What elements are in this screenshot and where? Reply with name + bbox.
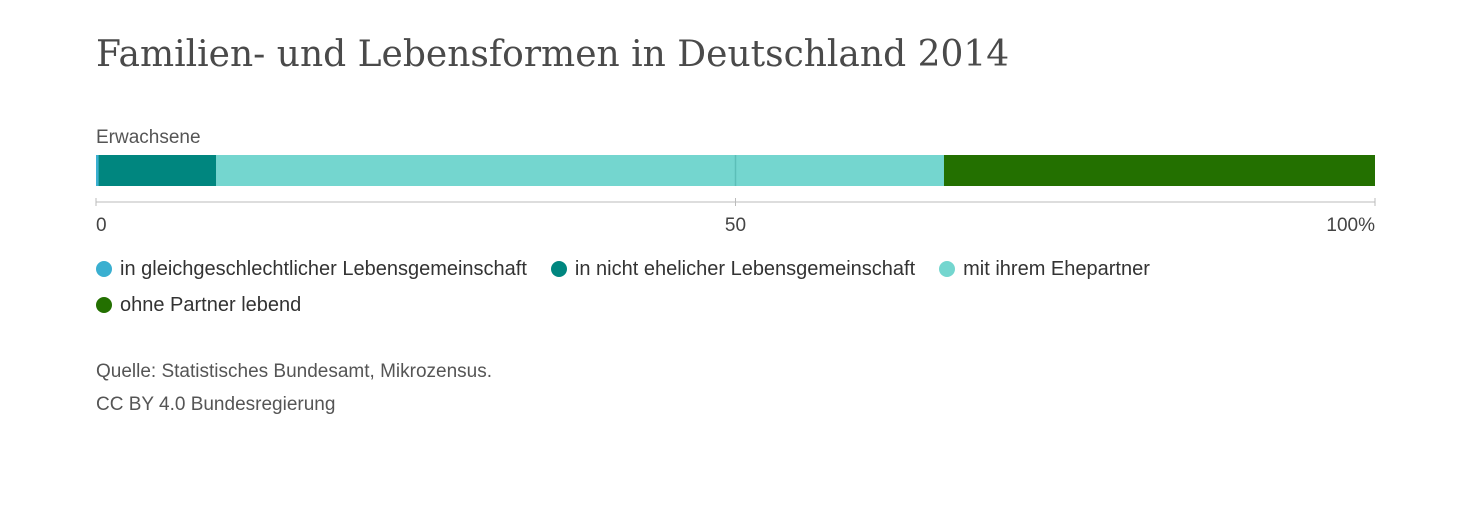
legend-item: ohne Partner lebend bbox=[96, 292, 301, 318]
source-line: Quelle: Statistisches Bundesamt, Mikroze… bbox=[96, 361, 493, 382]
bar-segment bbox=[216, 155, 944, 186]
legend-item: mit ihrem Ehepartner bbox=[939, 256, 1150, 282]
stacked-bar-chart: 0 50 100% bbox=[95, 155, 1376, 236]
legend-label: in gleichgeschlechtlicher Lebensgemeinsc… bbox=[120, 257, 527, 280]
legend-item: in nicht ehelicher Lebensgemeinschaft bbox=[550, 256, 916, 282]
chart-title: Familien- und Lebensformen in Deutschlan… bbox=[96, 34, 1010, 75]
category-label: Erwachsene bbox=[96, 127, 201, 148]
bar-segment bbox=[96, 155, 99, 186]
legend-label: in nicht ehelicher Lebensgemeinschaft bbox=[574, 257, 916, 280]
legend-item: in gleichgeschlechtlicher Lebensgemeinsc… bbox=[96, 256, 527, 282]
legend-label: mit ihrem Ehepartner bbox=[963, 257, 1150, 280]
x-tick-label: 100% bbox=[1326, 215, 1375, 236]
bar-segment bbox=[98, 155, 217, 186]
license-line: CC BY 4.0 Bundesregierung bbox=[96, 394, 336, 415]
legend: in gleichgeschlechtlicher Lebensgemeinsc… bbox=[96, 256, 1386, 318]
legend-swatch bbox=[96, 261, 112, 277]
legend-label: ohne Partner lebend bbox=[120, 293, 302, 316]
source-note: Quelle: Statistisches Bundesamt, Mikroze… bbox=[96, 355, 492, 421]
x-tick-label: 0 bbox=[96, 215, 107, 236]
legend-swatch bbox=[939, 261, 956, 277]
legend-swatch bbox=[550, 261, 567, 277]
x-tick-label: 50 bbox=[725, 215, 746, 236]
legend-swatch bbox=[96, 297, 112, 313]
bar-segment bbox=[943, 155, 1375, 186]
